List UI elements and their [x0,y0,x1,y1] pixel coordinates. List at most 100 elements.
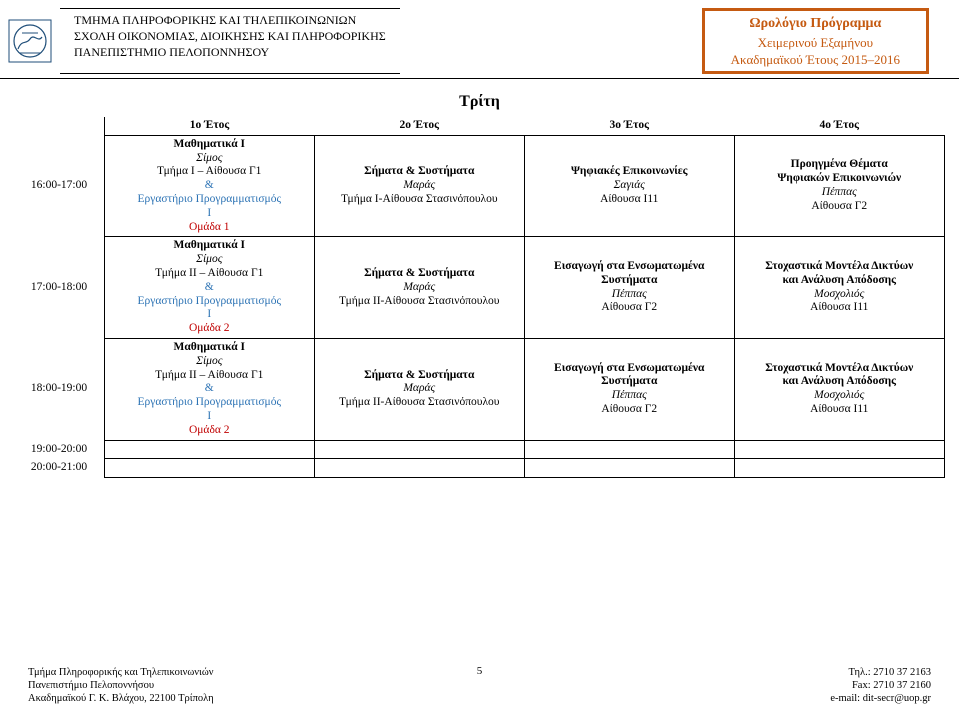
cell: Μαθηματικά Ι Σίμος Τμήμα ΙΙ – Αίθουσα Γ1… [104,338,314,440]
cell-empty [104,440,314,459]
time-cell: 16:00-17:00 [14,135,104,237]
cell: Στοχαστικά Μοντέλα Δικτύων και Ανάλυση Α… [734,237,944,339]
cell: Ψηφιακές Επικοινωνίες Σαγιάς Αίθουσα Ι11 [524,135,734,237]
footer-line: Πανεπιστήμιο Πελοποννήσου [28,679,214,692]
instructor: Πέππας [529,389,730,403]
course-title: Ψηφιακές Επικοινωνίες [529,165,730,179]
course-title: Στοχαστικά Μοντέλα Δικτύων [739,362,940,376]
footer: Τμήμα Πληροφορικής και Τηλεπικοινωνιών Π… [28,666,931,705]
cell: Εισαγωγή στα Ενσωματωμένα Συστήματα Πέππ… [524,338,734,440]
time-cell: 20:00-21:00 [14,459,104,478]
instructor: Μαράς [319,382,520,396]
lab: Εργαστήριο Προγραμματισμός [109,295,310,309]
amp: & [109,179,310,193]
course-title: Μαθηματικά Ι [109,341,310,355]
time-cell: 17:00-18:00 [14,237,104,339]
title-block: Ωρολόγιο Πρόγραμμα Χειμερινού Εξαμήνου Α… [702,8,929,74]
cell: Σήματα & Συστήματα Μαράς Τμήμα ΙΙ-Αίθουσ… [314,237,524,339]
amp: & [109,382,310,396]
table-row: 19:00-20:00 [14,440,944,459]
room: Τμήμα ΙΙ-Αίθουσα Στασινόπουλου [319,396,520,410]
amp: & [109,281,310,295]
course-title: Μαθηματικά Ι [109,239,310,253]
course-title: Σήματα & Συστήματα [319,369,520,383]
lab: Ι [109,207,310,221]
course-title: Σήματα & Συστήματα [319,165,520,179]
instructor: Πέππας [529,288,730,302]
instructor: Σίμος [109,355,310,369]
header-row: 1ο Έτος 2ο Έτος 3ο Έτος 4ο Έτος [14,117,944,135]
title-line: Ακαδημαϊκού Έτους 2015–2016 [731,51,900,69]
room: Αίθουσα Ι11 [739,403,940,417]
course-title: Συστήματα [529,274,730,288]
cell: Σήματα & Συστήματα Μαράς Τμήμα ΙΙ-Αίθουσ… [314,338,524,440]
department-block: ΤΜΗΜΑ ΠΛΗΡΟΦΟΡΙΚΗΣ ΚΑΙ ΤΗΛΕΠΙΚΟΙΝΩΝΙΩΝ Σ… [60,8,400,74]
instructor: Σίμος [109,253,310,267]
dept-line: ΠΑΝΕΠΙΣΤΗΜΙΟ ΠΕΛΟΠΟΝΝΗΣΟΥ [74,44,386,60]
group: Ομάδα 2 [109,424,310,438]
lab: Εργαστήριο Προγραμματισμός [109,193,310,207]
title-line: Χειμερινού Εξαμήνου [731,34,900,52]
footer-line: Fax: 2710 37 2160 [830,679,931,692]
room: Αίθουσα Γ2 [529,403,730,417]
room: Τμήμα ΙΙ-Αίθουσα Στασινόπουλου [319,295,520,309]
instructor: Σαγιάς [529,179,730,193]
course-title: Εισαγωγή στα Ενσωματωμένα [529,362,730,376]
course-title: Μαθηματικά Ι [109,138,310,152]
course-title: Συστήματα [529,375,730,389]
schedule-table: 1ο Έτος 2ο Έτος 3ο Έτος 4ο Έτος 16:00-17… [14,117,945,478]
cell-empty [104,459,314,478]
instructor: Μοσχολιός [739,389,940,403]
room: Τμήμα Ι-Αίθουσα Στασινόπουλου [319,193,520,207]
course-title: και Ανάλυση Απόδοσης [739,274,940,288]
year-header: 3ο Έτος [524,117,734,135]
cell: Στοχαστικά Μοντέλα Δικτύων και Ανάλυση Α… [734,338,944,440]
cell: Εισαγωγή στα Ενσωματωμένα Συστήματα Πέππ… [524,237,734,339]
dept-line: ΤΜΗΜΑ ΠΛΗΡΟΦΟΡΙΚΗΣ ΚΑΙ ΤΗΛΕΠΙΚΟΙΝΩΝΙΩΝ [74,12,386,28]
course-title: Προηγμένα Θέματα [739,158,940,172]
cell: Σήματα & Συστήματα Μαράς Τμήμα Ι-Αίθουσα… [314,135,524,237]
table-row: 20:00-21:00 [14,459,944,478]
cell-empty [524,440,734,459]
university-logo [0,8,60,74]
course-title: και Ανάλυση Απόδοσης [739,375,940,389]
year-header: 1ο Έτος [104,117,314,135]
instructor: Μοσχολιός [739,288,940,302]
room: Τμήμα Ι – Αίθουσα Γ1 [109,165,310,179]
footer-left: Τμήμα Πληροφορικής και Τηλεπικοινωνιών Π… [28,666,214,705]
course-title: Εισαγωγή στα Ενσωματωμένα [529,260,730,274]
instructor: Σίμος [109,152,310,166]
lab: Ι [109,308,310,322]
title-line: Ωρολόγιο Πρόγραμμα [731,15,900,34]
time-cell: 18:00-19:00 [14,338,104,440]
cell: Προηγμένα Θέματα Ψηφιακών Επικοινωνιών Π… [734,135,944,237]
instructor: Μαράς [319,281,520,295]
footer-line: Τμήμα Πληροφορικής και Τηλεπικοινωνιών [28,666,214,679]
cell-empty [314,459,524,478]
room: Αίθουσα Ι11 [529,193,730,207]
course-title: Ψηφιακών Επικοινωνιών [739,172,940,186]
header-underline [0,78,959,79]
year-header: 2ο Έτος [314,117,524,135]
group: Ομάδα 1 [109,221,310,235]
room: Αίθουσα Γ2 [739,200,940,214]
course-title: Στοχαστικά Μοντέλα Δικτύων [739,260,940,274]
footer-line: Ακαδημαϊκού Γ. Κ. Βλάχου, 22100 Τρίπολη [28,692,214,705]
footer-line: Τηλ.: 2710 37 2163 [830,666,931,679]
lab: Ι [109,410,310,424]
room: Τμήμα ΙΙ – Αίθουσα Γ1 [109,369,310,383]
cell-empty [734,440,944,459]
table-row: 16:00-17:00 Μαθηματικά Ι Σίμος Τμήμα Ι –… [14,135,944,237]
table-row: 18:00-19:00 Μαθηματικά Ι Σίμος Τμήμα ΙΙ … [14,338,944,440]
cell-empty [524,459,734,478]
footer-line: e-mail: dit-secr@uop.gr [830,692,931,705]
course-title: Σήματα & Συστήματα [319,267,520,281]
day-heading: Τρίτη [0,93,959,111]
room: Αίθουσα Γ2 [529,301,730,315]
group: Ομάδα 2 [109,322,310,336]
room: Αίθουσα Ι11 [739,301,940,315]
time-cell: 19:00-20:00 [14,440,104,459]
cell-empty [734,459,944,478]
table-row: 17:00-18:00 Μαθηματικά Ι Σίμος Τμήμα ΙΙ … [14,237,944,339]
footer-right: Τηλ.: 2710 37 2163 Fax: 2710 37 2160 e-m… [830,666,931,705]
